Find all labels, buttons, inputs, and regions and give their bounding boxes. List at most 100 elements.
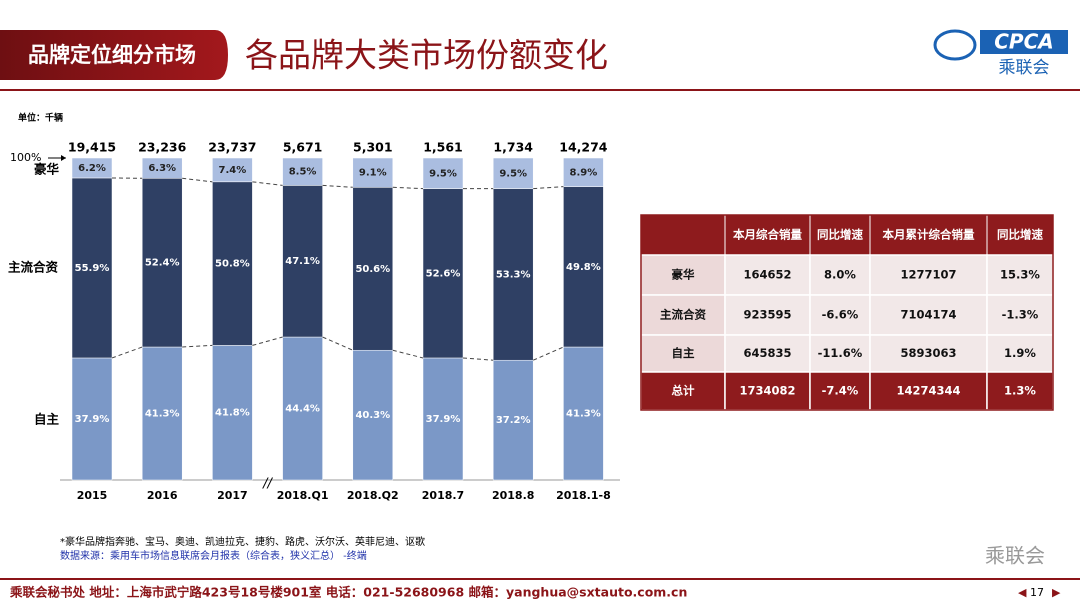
data-label: 41.8%	[215, 408, 250, 419]
trend-dash	[533, 186, 564, 190]
data-label: 37.9%	[426, 414, 461, 425]
data-label: 55.9%	[75, 263, 110, 274]
data-label: 41.3%	[145, 409, 180, 420]
data-label: 6.3%	[148, 163, 176, 174]
data-label: 47.1%	[285, 256, 320, 267]
bar-segment	[352, 187, 394, 351]
data-label: 44.4%	[285, 404, 320, 415]
cell-text: 1.9%	[1004, 346, 1036, 360]
y-tick-label: 100%	[10, 151, 41, 164]
trend-dash	[111, 346, 143, 359]
bar-segment	[71, 157, 113, 179]
data-label: 50.6%	[355, 264, 390, 275]
x-tick-label: 2018.1-8	[556, 489, 611, 502]
watermark: 乘联会	[985, 544, 1045, 568]
data-label: 9.1%	[359, 168, 387, 179]
cell	[869, 371, 988, 411]
data-label: 52.6%	[426, 268, 461, 279]
data-label: 49.8%	[566, 262, 601, 273]
bar-segment	[141, 346, 183, 481]
total-label: 14,274	[559, 140, 608, 155]
trend-dash	[392, 186, 424, 190]
x-tick-label: 2018.8	[492, 489, 534, 502]
trend-dash	[182, 177, 213, 183]
header-cell	[640, 214, 726, 256]
cell	[724, 371, 811, 411]
trend-dash	[182, 344, 213, 348]
total-label: 1,561	[423, 140, 463, 155]
data-label: 6.2%	[78, 163, 106, 174]
next[interactable]: ▶	[1052, 586, 1061, 599]
logo-box	[980, 30, 1068, 54]
cell	[809, 294, 871, 336]
bar-segment	[282, 157, 323, 186]
total-label: 1,734	[493, 140, 533, 155]
bar-segment	[141, 157, 183, 179]
table-frame	[640, 214, 1054, 411]
bar-segment	[352, 157, 394, 188]
arrow-head	[61, 155, 66, 161]
trend-dash	[392, 349, 424, 359]
trend-dash	[462, 357, 494, 361]
axis-break: //	[262, 477, 273, 492]
unit: 单位：千辆	[18, 112, 63, 124]
total-label: 23,236	[138, 140, 187, 155]
x-tick-label: 2018.7	[422, 489, 464, 502]
source: 数据来源：乘用车市场信息联席会月报表（综合表，狭义汇总） -终端	[60, 549, 367, 562]
cell	[809, 334, 871, 373]
logo-emblem	[933, 29, 977, 61]
cell-text: 14274344	[896, 384, 960, 398]
cell-text: -11.6%	[818, 346, 863, 360]
x-tick-label: 2016	[147, 489, 178, 502]
trend-dash	[252, 181, 283, 186]
cell	[986, 334, 1054, 373]
data-label: 9.5%	[429, 168, 457, 179]
prev[interactable]: ◀	[1018, 586, 1027, 599]
cell-text: 自主	[672, 346, 695, 360]
cell-text: -7.4%	[822, 384, 859, 398]
trend-dash	[532, 346, 564, 361]
cell-text: 总计	[672, 384, 695, 398]
data-label: 37.2%	[496, 415, 531, 426]
x-tick-label: 2015	[77, 489, 108, 502]
bar-segment	[141, 178, 183, 348]
total-label: 5,301	[353, 140, 393, 155]
cell-text: 主流合资	[660, 308, 706, 322]
cell	[724, 334, 811, 373]
x-tick-label: 2018.Q1	[277, 489, 329, 502]
data-label: 50.8%	[215, 259, 250, 270]
cell-text: 15.3%	[1000, 268, 1040, 282]
data-label: 41.3%	[566, 409, 601, 420]
slide-title: 各品牌大类市场份额变化	[245, 36, 608, 75]
legend-label: 自主	[34, 412, 60, 427]
bar-segment	[492, 157, 534, 189]
section-badge	[0, 30, 228, 80]
bar-segment	[492, 188, 534, 361]
note: *豪华品牌指奔驰、宝马、奥迪、凯迪拉克、捷豹、路虎、沃尔沃、英菲尼迪、讴歌	[60, 535, 425, 548]
footer-text: 乘联会秘书处 地址：上海市武宁路423号18号楼901室 电话：021-5268…	[9, 585, 687, 600]
header-text: 同比增速	[997, 228, 1043, 242]
cell-text: 1734082	[739, 384, 795, 398]
cell-text: 164652	[743, 268, 791, 282]
bar-segment	[71, 357, 113, 481]
bar-segment	[422, 157, 464, 189]
trend-dash	[322, 184, 353, 188]
cell-text: 923595	[743, 308, 791, 322]
logo-name: 乘联会	[999, 58, 1050, 78]
trend-dash	[252, 336, 283, 346]
cell-text: 5893063	[900, 346, 956, 360]
data-label: 53.3%	[496, 269, 531, 280]
cell-text: 1277107	[900, 268, 956, 282]
cell	[724, 294, 811, 336]
bar-segment	[422, 357, 464, 481]
x-tick-label: 2018.Q2	[347, 489, 399, 502]
header-cell	[986, 214, 1054, 256]
bar-segment	[492, 359, 534, 481]
data-label: 8.9%	[570, 167, 598, 178]
bar-segment	[282, 336, 323, 481]
bar-segment	[563, 157, 604, 187]
cell-text: 豪华	[672, 268, 695, 282]
data-label: 52.4%	[145, 258, 180, 269]
